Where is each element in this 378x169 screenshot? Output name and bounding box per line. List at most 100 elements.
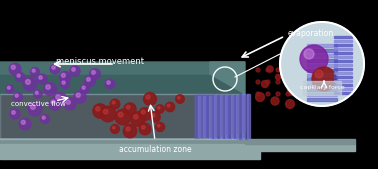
Circle shape — [7, 86, 10, 89]
Polygon shape — [0, 139, 260, 144]
Polygon shape — [245, 94, 248, 139]
FancyBboxPatch shape — [307, 83, 337, 86]
Circle shape — [267, 66, 273, 72]
Circle shape — [39, 76, 42, 79]
Polygon shape — [247, 94, 250, 139]
Polygon shape — [223, 95, 226, 138]
FancyBboxPatch shape — [334, 71, 352, 74]
Circle shape — [288, 87, 296, 95]
Circle shape — [167, 104, 170, 107]
Circle shape — [111, 125, 119, 133]
Circle shape — [105, 79, 115, 89]
Circle shape — [17, 74, 20, 77]
FancyBboxPatch shape — [307, 78, 337, 81]
Circle shape — [296, 80, 300, 84]
Circle shape — [87, 78, 90, 81]
Circle shape — [53, 92, 67, 106]
Circle shape — [15, 73, 25, 82]
Circle shape — [66, 100, 70, 104]
Polygon shape — [212, 95, 214, 138]
FancyBboxPatch shape — [334, 35, 352, 38]
Polygon shape — [236, 94, 239, 139]
Circle shape — [326, 68, 330, 72]
Circle shape — [286, 100, 294, 108]
Polygon shape — [231, 95, 234, 138]
Polygon shape — [228, 95, 231, 138]
Circle shape — [110, 99, 120, 109]
Circle shape — [266, 80, 270, 84]
Circle shape — [42, 116, 45, 119]
Circle shape — [126, 105, 130, 109]
Text: meniscus movement: meniscus movement — [56, 56, 144, 66]
Circle shape — [131, 112, 145, 126]
Circle shape — [81, 84, 90, 94]
Circle shape — [43, 82, 56, 95]
Circle shape — [76, 93, 80, 97]
FancyBboxPatch shape — [334, 83, 352, 86]
Circle shape — [158, 106, 160, 109]
Circle shape — [177, 96, 180, 99]
Circle shape — [139, 123, 151, 135]
Polygon shape — [0, 74, 245, 94]
Polygon shape — [234, 95, 237, 138]
Polygon shape — [0, 62, 245, 74]
Circle shape — [157, 124, 160, 127]
Circle shape — [256, 92, 260, 96]
FancyBboxPatch shape — [334, 52, 352, 54]
Polygon shape — [203, 96, 206, 137]
Circle shape — [35, 91, 38, 94]
Circle shape — [296, 92, 300, 96]
FancyBboxPatch shape — [334, 64, 352, 66]
FancyBboxPatch shape — [334, 59, 352, 62]
Circle shape — [271, 97, 279, 105]
Circle shape — [91, 70, 95, 74]
Circle shape — [262, 80, 268, 88]
Polygon shape — [200, 96, 203, 137]
Circle shape — [62, 81, 65, 84]
FancyBboxPatch shape — [307, 93, 337, 96]
Circle shape — [156, 105, 164, 113]
Circle shape — [139, 108, 151, 120]
Polygon shape — [214, 95, 217, 138]
FancyBboxPatch shape — [307, 49, 337, 52]
FancyBboxPatch shape — [307, 54, 337, 57]
Circle shape — [56, 95, 60, 99]
Circle shape — [115, 109, 131, 125]
Circle shape — [266, 68, 270, 72]
Circle shape — [23, 77, 37, 91]
Circle shape — [46, 85, 50, 89]
Circle shape — [312, 67, 336, 91]
Circle shape — [124, 103, 136, 115]
Circle shape — [100, 106, 116, 122]
Circle shape — [32, 69, 35, 72]
Polygon shape — [209, 95, 212, 138]
Circle shape — [90, 69, 101, 79]
Circle shape — [315, 70, 323, 78]
Circle shape — [103, 109, 108, 114]
Circle shape — [51, 100, 55, 104]
Circle shape — [286, 68, 290, 72]
Circle shape — [326, 80, 330, 84]
Circle shape — [296, 67, 304, 75]
Circle shape — [276, 68, 280, 72]
Circle shape — [306, 68, 310, 72]
Circle shape — [64, 98, 76, 110]
Circle shape — [300, 45, 328, 73]
Circle shape — [296, 68, 300, 72]
Circle shape — [316, 80, 320, 84]
Circle shape — [93, 104, 107, 118]
Circle shape — [6, 85, 14, 93]
Circle shape — [266, 92, 270, 96]
Polygon shape — [206, 96, 209, 137]
FancyBboxPatch shape — [334, 88, 352, 90]
Circle shape — [316, 92, 320, 96]
Circle shape — [85, 76, 95, 86]
Polygon shape — [195, 96, 198, 137]
Circle shape — [49, 98, 61, 110]
FancyBboxPatch shape — [334, 76, 352, 78]
Circle shape — [118, 112, 123, 117]
Circle shape — [25, 79, 30, 84]
Polygon shape — [210, 62, 245, 94]
Circle shape — [37, 74, 47, 84]
FancyBboxPatch shape — [307, 64, 337, 67]
